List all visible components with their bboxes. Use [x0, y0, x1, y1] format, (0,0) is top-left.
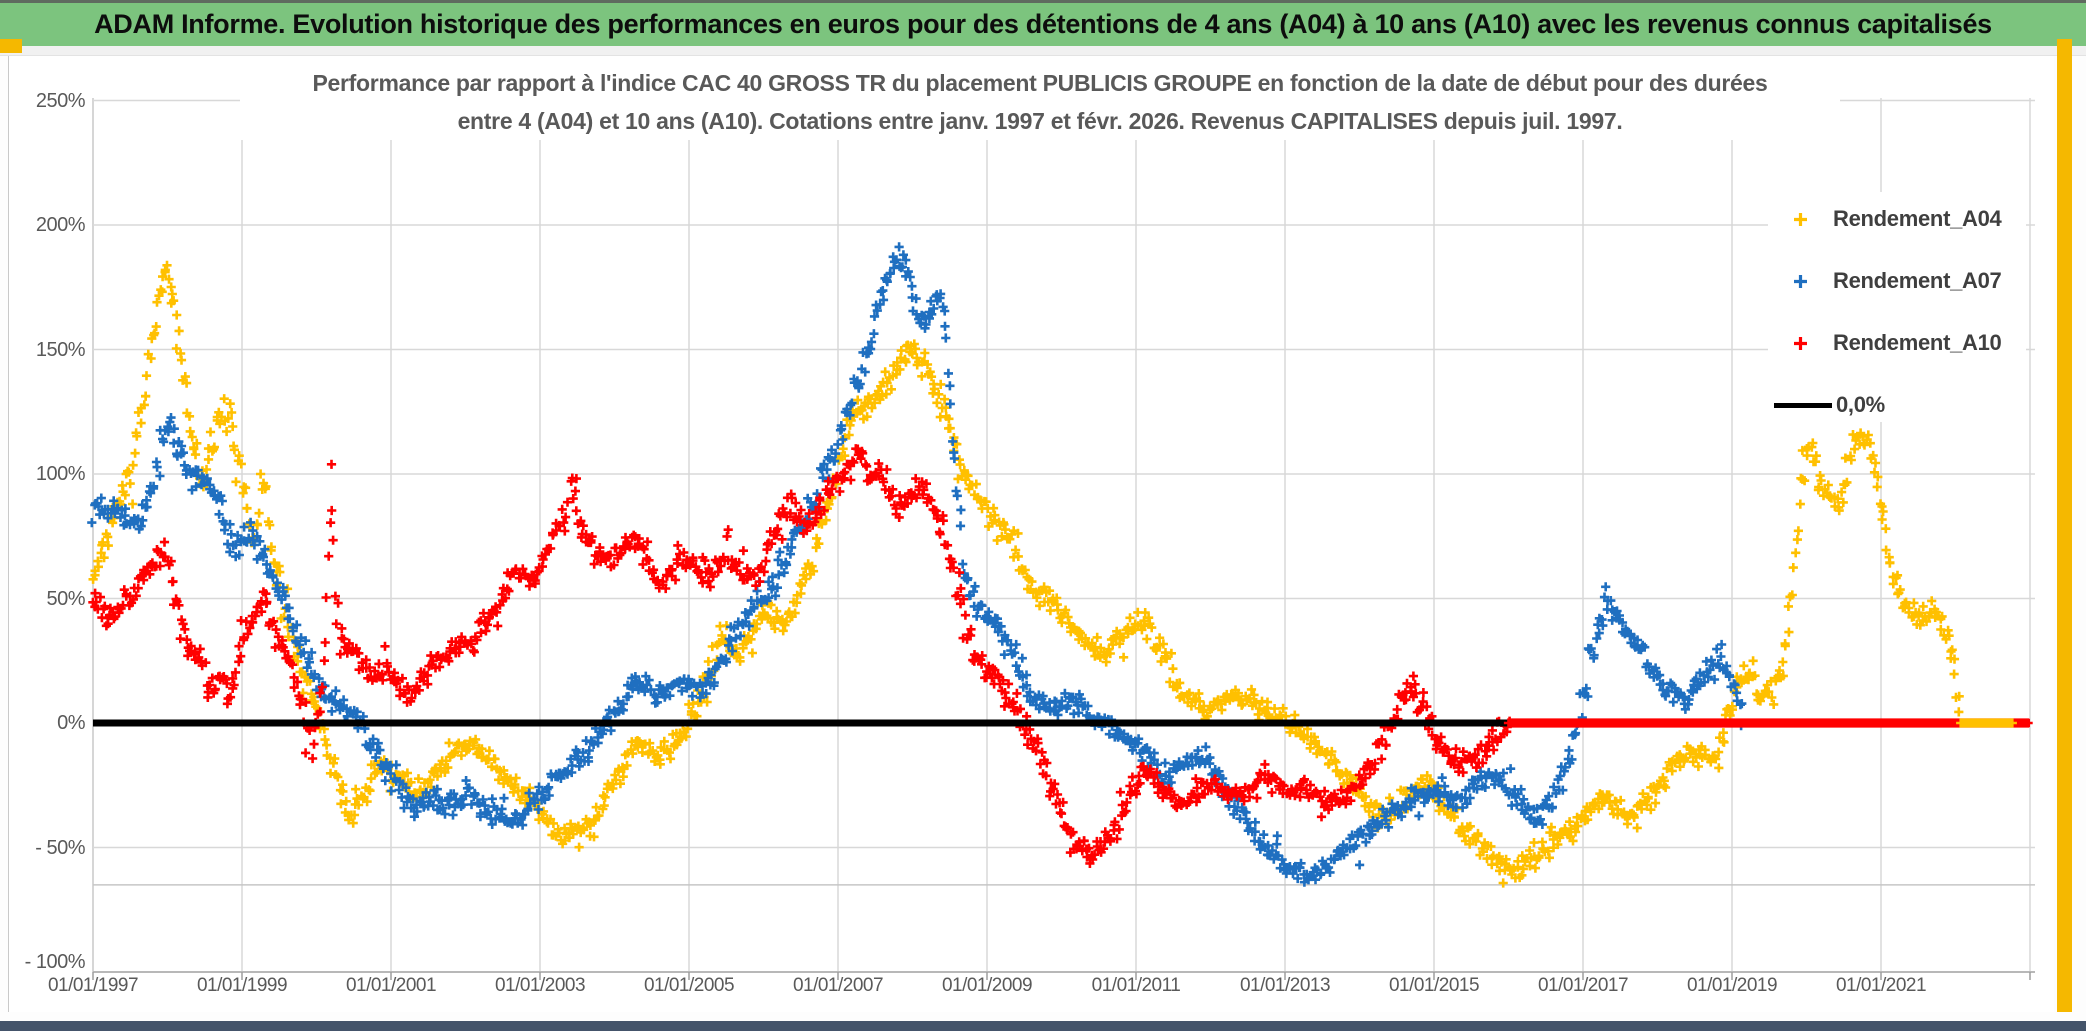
gold-accent-right: [2057, 39, 2072, 1012]
header-bar: ADAM Informe. Evolution historique des p…: [0, 0, 2086, 46]
legend-label: Rendement_A04: [1833, 206, 2002, 231]
line-swatch-icon: [1774, 402, 1832, 408]
gold-accent-left: [0, 39, 22, 53]
chart-background: [8, 55, 2054, 1012]
series-rendement-a10-flat-markers: [1503, 718, 2033, 728]
legend-item-zero-line[interactable]: 0,0%: [1774, 390, 2026, 420]
chart-title-line2: entre 4 (A04) et 10 ans (A10). Cotations…: [457, 108, 1623, 134]
legend-item-rendement-a07[interactable]: Rendement_A07: [1792, 266, 2026, 296]
chart-legend: Rendement_A04 Rendement_A07 Rendement_A1…: [1768, 192, 2026, 422]
legend-label: Rendement_A10: [1833, 330, 2002, 355]
series-rendement-a04: [88, 260, 1964, 888]
window-bottom-edge: [0, 1021, 2086, 1031]
plus-marker-icon: [1794, 212, 1807, 226]
plus-marker-icon: [1794, 336, 1807, 350]
series-rendement-a10: [88, 444, 1515, 868]
legend-item-rendement-a04[interactable]: Rendement_A04: [1792, 204, 2026, 234]
legend-label: Rendement_A07: [1833, 268, 2002, 293]
header-divider: [0, 46, 2086, 56]
chart-title: Performance par rapport à l'indice CAC 4…: [240, 64, 1840, 140]
legend-item-rendement-a10[interactable]: Rendement_A10: [1792, 328, 2026, 358]
chart-title-line1: Performance par rapport à l'indice CAC 4…: [312, 70, 1768, 96]
series-rendement-a04-flat-markers: [1956, 718, 2017, 728]
legend-label: 0,0%: [1836, 392, 1885, 417]
series-rendement-a07: [87, 242, 1747, 887]
plus-marker-icon: [1794, 274, 1807, 288]
page-title: ADAM Informe. Evolution historique des p…: [94, 9, 1992, 39]
